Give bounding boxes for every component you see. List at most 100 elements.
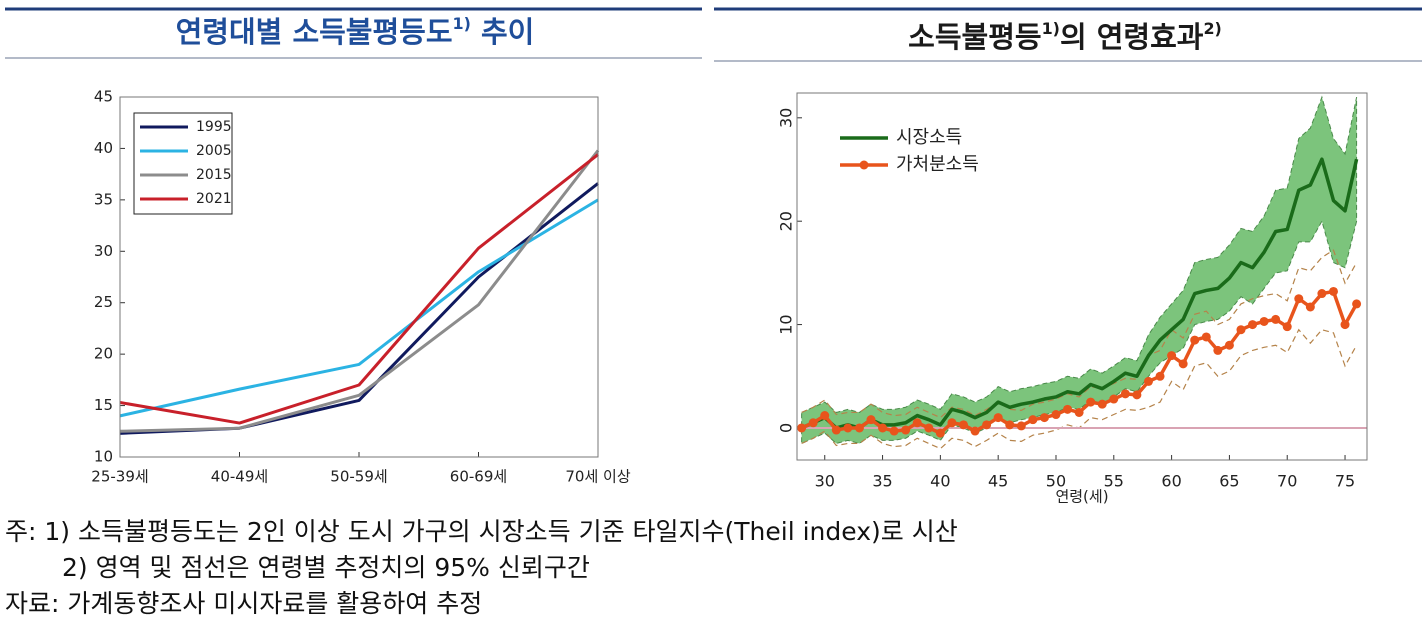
series-marker (1328, 286, 1338, 296)
x-tick-label: 75 (1335, 472, 1355, 491)
series-marker (912, 418, 922, 428)
title-text: 연령대별 소득불평등도 (176, 15, 453, 49)
series-marker (1028, 415, 1038, 425)
x-tick-label: 40-49세 (211, 468, 268, 486)
series-marker (1167, 351, 1177, 361)
x-tick-label: 45 (988, 472, 1008, 491)
y-tick-label: 0 (777, 423, 796, 433)
x-tick-label: 65 (1219, 472, 1239, 491)
series-marker (901, 425, 911, 435)
footnote: 2) 영역 및 점선은 연령별 추정치의 95% 신뢰구간 (62, 553, 590, 582)
series-marker (1352, 299, 1362, 309)
y-tick-label: 35 (94, 190, 113, 208)
series-marker (1063, 404, 1073, 414)
series-marker (1109, 394, 1119, 404)
series-marker (993, 413, 1003, 423)
y-tick-label: 30 (777, 108, 796, 128)
series-marker (1132, 390, 1142, 400)
legend-marker (859, 160, 869, 170)
series-marker (1190, 335, 1200, 345)
x-tick-label: 25-39세 (91, 468, 148, 486)
y-tick-label: 20 (777, 211, 796, 231)
legend-label: 2005 (196, 143, 232, 159)
series-marker (1340, 320, 1350, 330)
series-marker (1271, 314, 1281, 324)
series-marker (935, 428, 945, 438)
x-tick-label: 70세 이상 (565, 468, 630, 486)
series-marker (958, 420, 968, 430)
chart-title: 소득불평등1)의 연령효과2) (908, 19, 1222, 54)
y-tick-label: 25 (94, 293, 113, 311)
series-marker (1086, 397, 1096, 407)
series-marker (797, 423, 807, 433)
series-marker (1236, 325, 1246, 335)
title-superscript: 1) (453, 14, 471, 33)
legend-label: 가처분소득 (896, 154, 979, 175)
y-tick-label: 40 (94, 139, 113, 157)
y-tick-label: 15 (94, 396, 113, 414)
y-tick-label: 20 (94, 345, 113, 363)
series-marker (866, 415, 876, 425)
series-marker (1005, 420, 1015, 430)
x-tick-label: 60 (1161, 472, 1181, 491)
series-marker (970, 426, 980, 436)
source-note: 자료: 가계동향조사 미시자료를 활용하여 추정 (5, 589, 482, 618)
series-marker (831, 425, 841, 435)
chart-title: 연령대별 소득불평등도1) 추이 (176, 14, 535, 49)
title-text: 소득불평등 (908, 20, 1041, 54)
series-marker (947, 418, 957, 428)
series-marker (808, 418, 818, 428)
x-tick-label: 50 (1046, 472, 1066, 491)
x-tick-label: 55 (1104, 472, 1124, 491)
x-tick-label: 40 (930, 472, 950, 491)
series-marker (1178, 359, 1188, 369)
x-tick-label: 50-59세 (330, 468, 387, 486)
series-marker (878, 423, 888, 433)
footnote: 주: 1) 소득불평등도는 2인 이상 도시 가구의 시장소득 기준 타일지수(… (5, 517, 958, 546)
series-marker (1074, 407, 1084, 417)
series-marker (854, 423, 864, 433)
series-marker (1282, 322, 1292, 332)
series-line (119, 153, 599, 425)
series-marker (843, 423, 853, 433)
x-tick-label: 35 (872, 472, 892, 491)
confidence-band (801, 95, 1358, 445)
series-marker (1317, 289, 1327, 299)
y-tick-label: 10 (777, 314, 796, 334)
series-marker (1259, 316, 1269, 326)
series-marker (924, 423, 934, 433)
series-marker (1097, 399, 1107, 409)
confidence-line (801, 249, 1358, 419)
legend-label: 1995 (196, 119, 232, 135)
title-superscript: 2) (1203, 19, 1221, 38)
title-superscript: 1) (1042, 19, 1060, 38)
series-marker (1294, 294, 1304, 304)
y-tick-label: 30 (94, 242, 113, 260)
series-marker (889, 426, 899, 436)
series-marker (1305, 302, 1315, 312)
series-marker (1224, 340, 1234, 350)
legend-box (133, 112, 233, 215)
legend-label: 2021 (196, 191, 232, 207)
series-marker (1201, 332, 1211, 342)
series-marker (1051, 410, 1061, 420)
series-line (800, 157, 1359, 430)
series-line (119, 149, 600, 433)
title-text: 추이 (471, 15, 534, 49)
title-text: 의 연령효과 (1060, 20, 1204, 54)
legend-label: 2015 (196, 167, 232, 183)
series-marker (820, 411, 830, 421)
series-marker (1120, 389, 1130, 399)
y-tick-label: 10 (94, 448, 113, 466)
y-tick-label: 45 (94, 88, 113, 106)
x-tick-label: 60-69세 (450, 468, 507, 486)
x-axis-label: 연령(세) (1055, 488, 1108, 506)
series-marker (1143, 376, 1153, 386)
legend-label: 시장소득 (896, 127, 962, 148)
plot-frame (119, 96, 599, 458)
series-marker (1248, 320, 1258, 330)
series-marker (1155, 371, 1165, 381)
series-marker (1016, 421, 1026, 431)
series-marker (1039, 413, 1049, 423)
